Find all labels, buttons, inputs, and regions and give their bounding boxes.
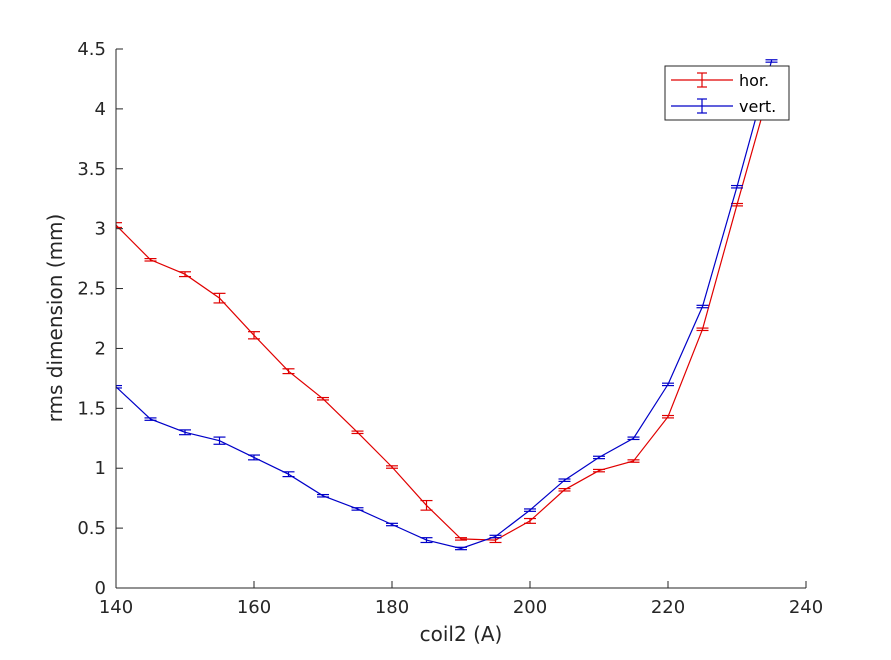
error-bar — [386, 522, 398, 527]
error-bar — [558, 487, 571, 492]
error-bar — [731, 202, 743, 207]
x-axis-title: coil2 (A) — [420, 622, 503, 646]
error-bar — [593, 455, 605, 460]
y-tick-label: 0 — [95, 578, 106, 599]
error-bar — [696, 327, 709, 332]
error-bar — [317, 493, 329, 498]
error-bar — [524, 517, 536, 524]
legend-swatch — [671, 72, 733, 88]
error-bar — [489, 534, 502, 539]
x-tick-label: 220 — [651, 597, 685, 618]
error-bar — [696, 304, 709, 309]
legend-box — [664, 65, 790, 121]
y-tick-label: 1.5 — [77, 398, 106, 419]
error-bar — [351, 507, 364, 511]
error-bar — [116, 384, 122, 389]
error-bar — [627, 436, 640, 441]
error-bar — [213, 436, 226, 445]
error-bar — [144, 258, 157, 262]
x-tick-label: 140 — [99, 597, 133, 618]
y-tick-label: 1 — [95, 458, 106, 479]
x-tick-label: 180 — [375, 597, 409, 618]
error-bar — [420, 537, 433, 544]
error-bar — [455, 537, 467, 541]
error-bar — [248, 331, 260, 340]
legend-label: vert. — [739, 97, 776, 116]
error-bar — [248, 454, 260, 461]
ticks-layer: 140 160 180 200 220 240 0 0.5 1 1.5 2 2.5 3 3.5 4 4.5 — [77, 39, 823, 618]
series-vert — [116, 59, 778, 551]
error-bar — [317, 396, 329, 401]
error-bar — [386, 465, 398, 469]
error-bar — [593, 468, 605, 473]
error-bar — [662, 382, 674, 387]
series-layer — [116, 59, 778, 551]
y-tick-label: 2.5 — [77, 279, 106, 300]
y-tick-label: 0.5 — [77, 518, 106, 539]
error-bar — [765, 59, 778, 63]
x-tick-label: 200 — [513, 597, 547, 618]
error-bar — [179, 271, 191, 278]
legend-label: hor. — [739, 71, 769, 90]
x-tick-label: 240 — [789, 597, 823, 618]
error-bar — [524, 508, 536, 512]
error-bar — [116, 222, 122, 229]
legend-swatch — [671, 98, 733, 114]
y-tick-label: 2 — [95, 338, 106, 359]
error-bar — [420, 499, 433, 511]
error-bar — [282, 368, 295, 375]
y-tick-label: 4 — [95, 99, 106, 120]
legend: hor. vert. — [664, 65, 790, 121]
error-bar — [144, 417, 157, 421]
error-bar — [558, 478, 571, 482]
y-tick-label: 3.5 — [77, 159, 106, 180]
error-bar — [282, 471, 295, 478]
error-bar — [731, 184, 743, 189]
y-tick-label: 4.5 — [77, 39, 106, 60]
legend-item-hor: hor. — [671, 71, 769, 90]
x-tick-label: 160 — [237, 597, 271, 618]
y-axis-title: rms dimension (mm) — [43, 214, 67, 423]
y-tick-label: 3 — [95, 219, 106, 240]
error-bar — [662, 414, 674, 419]
series-line — [116, 60, 773, 550]
error-bar — [351, 430, 364, 435]
series-line — [116, 82, 773, 541]
error-bar — [213, 292, 226, 304]
legend-item-vert: vert. — [671, 97, 776, 116]
error-bar — [455, 546, 467, 551]
error-bar — [179, 429, 191, 436]
axes-layer — [115, 49, 806, 589]
error-bar — [627, 459, 640, 463]
